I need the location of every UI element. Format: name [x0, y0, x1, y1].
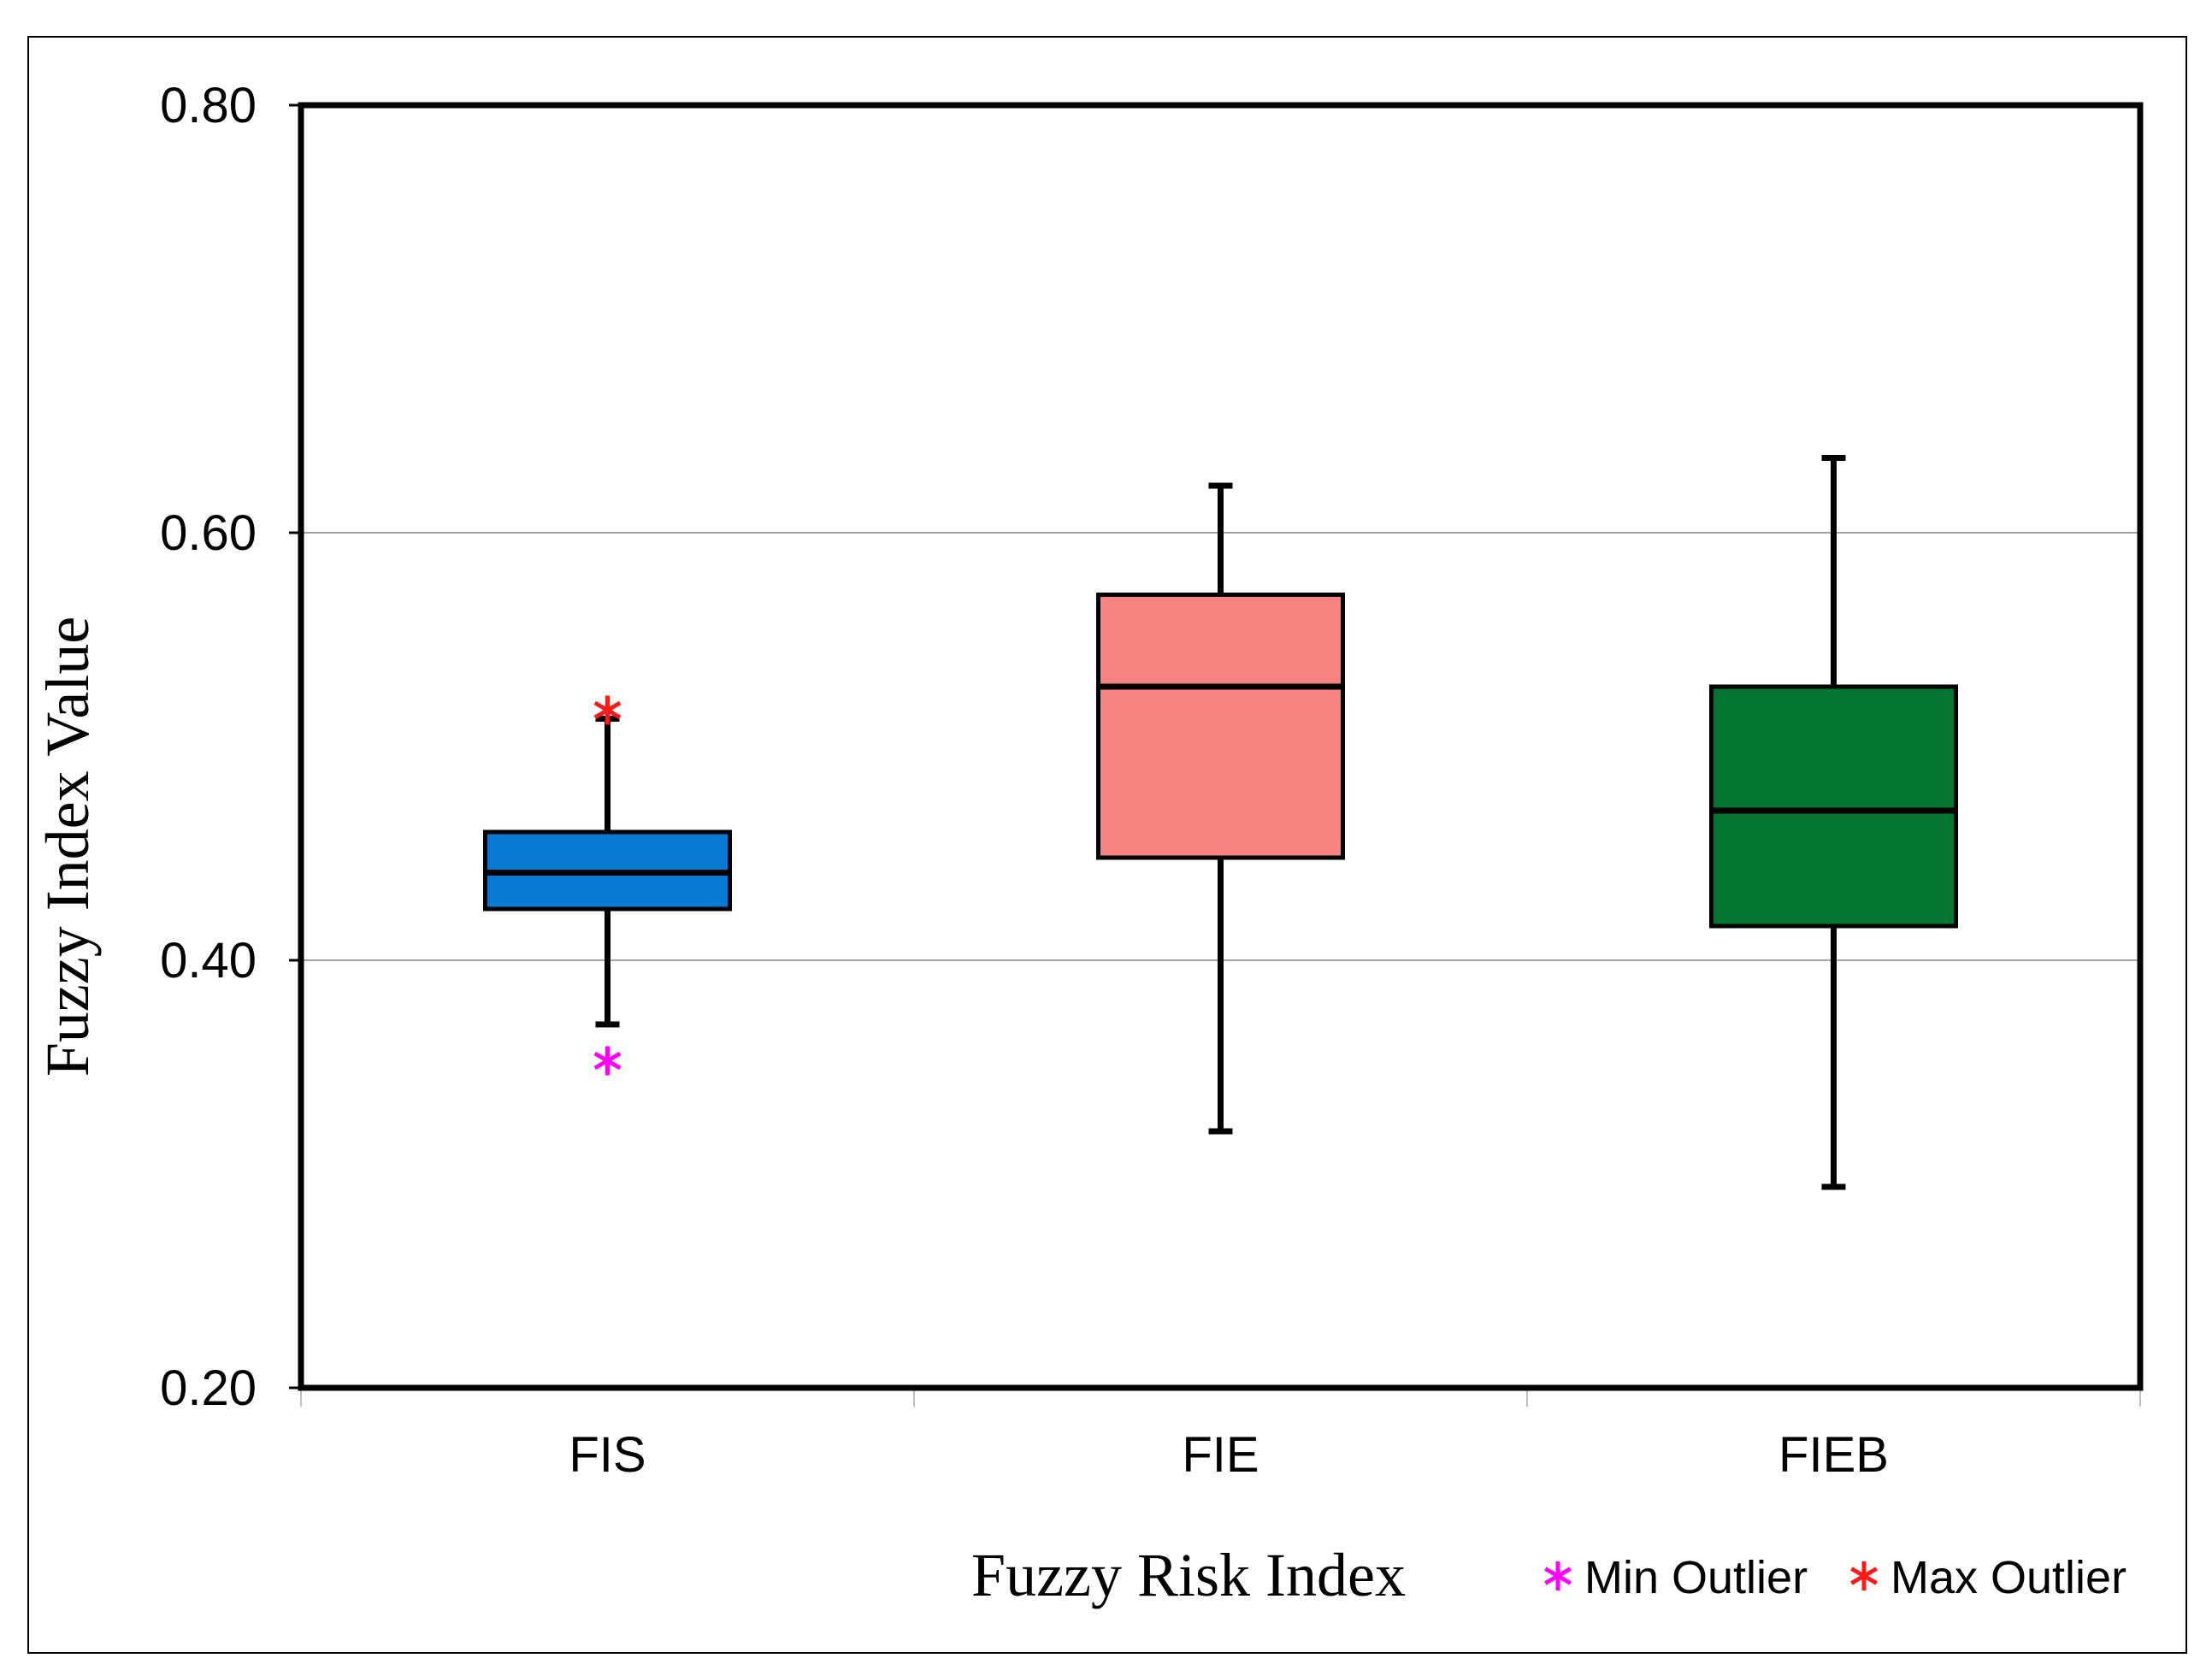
boxes [483, 455, 1958, 1190]
x-axis-ticks: FIS FIE FIEB [300, 1388, 2141, 1483]
box-fis [483, 716, 732, 1028]
min-outlier-marker [593, 1046, 622, 1076]
x-tick-label: FIE [1182, 1427, 1259, 1483]
min-outlier-legend-marker [1544, 1561, 1572, 1590]
y-tick-label: 0.60 [160, 505, 257, 561]
asterisk-stroke [593, 700, 622, 720]
outliers [593, 695, 622, 1076]
x-tick-label: FIS [569, 1427, 646, 1483]
asterisk-stroke [1850, 1567, 1878, 1585]
max-outlier-marker [593, 695, 622, 725]
y-tick-label: 0.20 [160, 1360, 257, 1416]
figure-frame [27, 36, 2187, 1654]
legend-label: Min Outlier [1584, 1552, 1808, 1603]
x-axis-title: Fuzzy Risk Index [971, 1541, 1406, 1609]
x-tick-label: FIEB [1778, 1427, 1889, 1483]
legend-label: Max Outlier [1891, 1552, 2126, 1603]
legend: Min Outlier Max Outlier [1544, 1552, 2126, 1603]
max-outlier-legend-marker [1850, 1561, 1878, 1590]
asterisk-stroke [1544, 1567, 1572, 1585]
y-axis-ticks: 0.20 0.40 0.60 0.80 [160, 78, 301, 1416]
interquartile-box [1096, 593, 1345, 860]
y-tick-label: 0.80 [160, 78, 257, 133]
box-fie [1096, 482, 1345, 1135]
asterisk-stroke [593, 1051, 622, 1071]
box-fieb [1709, 455, 1958, 1190]
y-axis-title: Fuzzy Index Value [33, 617, 102, 1077]
y-tick-label: 0.40 [160, 933, 257, 988]
plot-area-border [298, 102, 2144, 1391]
interquartile-box [1709, 684, 1958, 929]
